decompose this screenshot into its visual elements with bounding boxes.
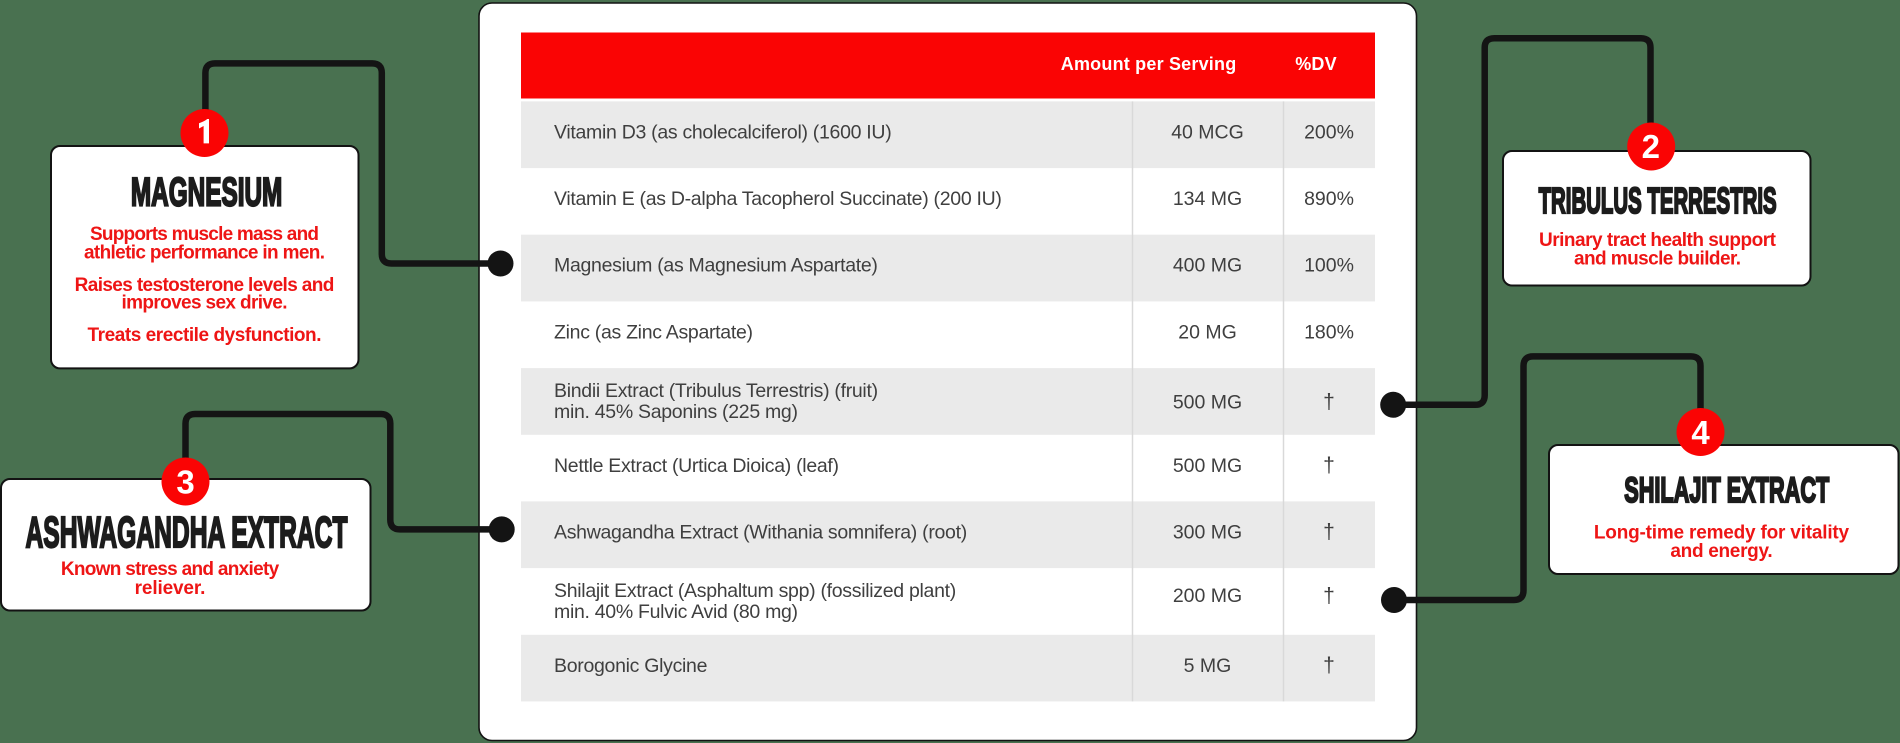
svg-text:Long-time remedy for vitality: Long-time remedy for vitality	[1594, 523, 1850, 544]
svg-text:Nettle Extract (Urtica Dioica): Nettle Extract (Urtica Dioica) (leaf)	[554, 455, 839, 477]
svg-text:Urinary tract health support: Urinary tract health support	[1539, 230, 1777, 251]
svg-text:200%: 200%	[1304, 121, 1354, 143]
svg-text:5 MG: 5 MG	[1184, 655, 1232, 677]
svg-text:200 MG: 200 MG	[1173, 585, 1242, 607]
svg-text:20 MG: 20 MG	[1178, 321, 1237, 343]
svg-text:3: 3	[176, 464, 194, 501]
svg-text:4: 4	[1691, 414, 1710, 451]
svg-text:ASHWAGANDHA EXTRACT: ASHWAGANDHA EXTRACT	[26, 508, 348, 557]
svg-text:Shilajit Extract (Asphaltum sp: Shilajit Extract (Asphaltum spp) (fossil…	[554, 580, 956, 602]
svg-text:100%: 100%	[1304, 255, 1354, 277]
svg-text:athletic performance in men.: athletic performance in men.	[84, 242, 325, 263]
svg-text:Raises testosterone levels and: Raises testosterone levels and	[75, 275, 335, 296]
svg-text:Amount per Serving: Amount per Serving	[1061, 54, 1237, 74]
svg-text:500 MG: 500 MG	[1173, 455, 1242, 477]
svg-text:†: †	[1323, 654, 1335, 677]
svg-text:180%: 180%	[1304, 321, 1354, 343]
svg-text:†: †	[1323, 520, 1335, 543]
svg-text:%DV: %DV	[1295, 54, 1337, 74]
svg-text:TRIBULUS TERRESTRIS: TRIBULUS TERRESTRIS	[1539, 180, 1777, 221]
svg-text:Known stress and anxiety: Known stress and anxiety	[61, 559, 280, 580]
svg-text:134 MG: 134 MG	[1173, 188, 1242, 210]
svg-text:improves sex drive.: improves sex drive.	[122, 292, 288, 313]
svg-text:and muscle builder.: and muscle builder.	[1574, 248, 1741, 269]
svg-text:Magnesium (as Magnesium Aspart: Magnesium (as Magnesium Aspartate)	[554, 255, 878, 277]
svg-text:400 MG: 400 MG	[1173, 255, 1242, 277]
svg-text:Vitamin E (as D-alpha Tacopher: Vitamin E (as D-alpha Tacopherol Succina…	[554, 188, 1002, 210]
svg-text:Bindii Extract (Tribulus Terre: Bindii Extract (Tribulus Terrestris) (fr…	[554, 380, 878, 402]
svg-text:min. 40% Fulvic Avid (80 mg): min. 40% Fulvic Avid (80 mg)	[554, 601, 798, 623]
svg-text:Vitamin D3 (as cholecalciferol: Vitamin D3 (as cholecalciferol) (1600 IU…	[554, 121, 891, 143]
svg-text:SHILAJIT EXTRACT: SHILAJIT EXTRACT	[1624, 470, 1829, 510]
svg-text:Zinc (as Zinc Aspartate): Zinc (as Zinc Aspartate)	[554, 321, 753, 343]
svg-text:890%: 890%	[1304, 188, 1354, 210]
svg-text:MAGNESIUM: MAGNESIUM	[131, 170, 283, 214]
svg-text:Borogonic Glycine: Borogonic Glycine	[554, 655, 707, 677]
svg-text:min. 45% Saponins (225 mg): min. 45% Saponins (225 mg)	[554, 401, 798, 423]
svg-text:†: †	[1323, 584, 1335, 607]
svg-text:Treats erectile dysfunction.: Treats erectile dysfunction.	[88, 325, 322, 346]
svg-text:500 MG: 500 MG	[1173, 392, 1242, 414]
svg-text:Ashwagandha Extract (Withania: Ashwagandha Extract (Withania somnifera)…	[554, 521, 967, 543]
svg-text:40 MCG: 40 MCG	[1171, 121, 1244, 143]
svg-text:reliever.: reliever.	[135, 578, 206, 599]
svg-text:Supports muscle mass and: Supports muscle mass and	[90, 224, 319, 245]
svg-text:2: 2	[1642, 128, 1660, 165]
svg-text:†: †	[1323, 391, 1335, 414]
svg-text:and energy.: and energy.	[1670, 541, 1772, 562]
svg-text:300 MG: 300 MG	[1173, 521, 1242, 543]
svg-text:†: †	[1323, 454, 1335, 477]
